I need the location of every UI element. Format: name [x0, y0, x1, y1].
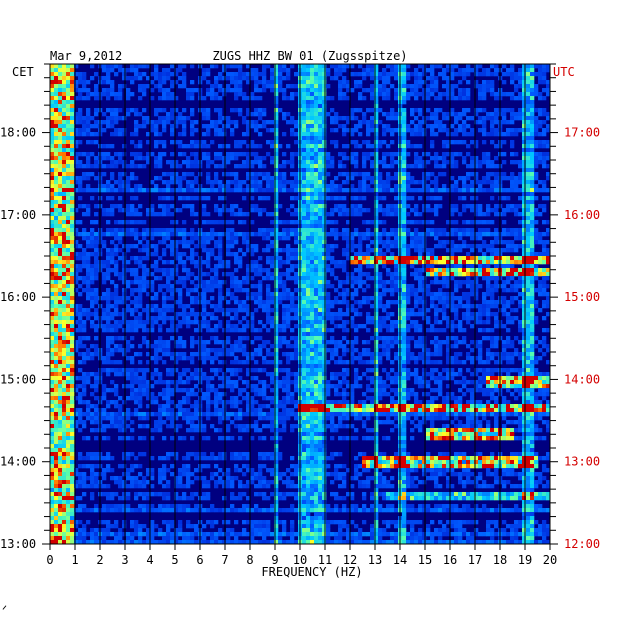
cet-tick-label: 15:00 — [0, 372, 36, 386]
x-tick-label-16: 16 — [443, 553, 457, 567]
utc-tick-label: 14:00 — [564, 372, 600, 386]
x-tick-label-15: 15 — [418, 553, 432, 567]
utc-time-ticks: 17:00 16:00 15:00 14:00 13:00 12:00 — [550, 63, 600, 551]
x-tick-label-11: 11 — [318, 553, 332, 567]
cet-tick-label: 17:00 — [0, 208, 36, 222]
x-tick-label-4: 4 — [146, 553, 153, 567]
utc-tick-label: 15:00 — [564, 290, 600, 304]
x-axis-label: FREQUENCY (HZ) — [261, 565, 362, 579]
cet-axis-label: CET — [12, 65, 34, 79]
footer-mark: ᐟ — [2, 603, 7, 617]
utc-tick-label: 12:00 — [564, 537, 600, 551]
cet-tick-label: 16:00 — [0, 290, 36, 304]
x-tick-label-5: 5 — [171, 553, 178, 567]
x-tick-label-6: 6 — [196, 553, 203, 567]
x-tick-label-18: 18 — [493, 553, 507, 567]
x-tick-label-1: 1 — [71, 553, 78, 567]
x-tick-label-20: 20 — [543, 553, 557, 567]
cet-tick-label: 13:00 — [0, 537, 36, 551]
utc-tick-label: 13:00 — [564, 455, 600, 469]
x-tick-label-13: 13 — [368, 553, 382, 567]
x-tick-label-7: 7 — [221, 553, 228, 567]
frequency-gridlines — [74, 64, 526, 544]
chart-title: ZUGS HHZ BW 01 (Zugsspitze) — [212, 49, 407, 63]
x-tick-label-19: 19 — [518, 553, 532, 567]
utc-tick-label: 17:00 — [564, 126, 600, 140]
x-tick-label-0: 0 — [46, 553, 53, 567]
utc-axis-label: UTC — [553, 65, 575, 79]
x-tick-label-8: 8 — [246, 553, 253, 567]
cet-tick-label: 14:00 — [0, 455, 36, 469]
x-tick-label-17: 17 — [468, 553, 482, 567]
x-tick-label-12: 12 — [343, 553, 357, 567]
cet-time-ticks: 18:00 17:00 16:00 15:00 14:00 13:00 — [0, 63, 50, 551]
x-tick-label-14: 14 — [393, 553, 407, 567]
x-tick-label-3: 3 — [121, 553, 128, 567]
chart-date: Mar 9,2012 — [50, 49, 122, 63]
utc-tick-label: 16:00 — [564, 208, 600, 222]
x-tick-label-2: 2 — [96, 553, 103, 567]
x-tick-label-9: 9 — [271, 553, 278, 567]
cet-tick-label: 18:00 — [0, 126, 36, 140]
x-axis-ticks: 0 1 2 3 4 5 6 7 8 9 10 11 12 13 14 15 16 17 18 19 20 — [46, 544, 557, 567]
x-tick-label-10: 10 — [293, 553, 307, 567]
